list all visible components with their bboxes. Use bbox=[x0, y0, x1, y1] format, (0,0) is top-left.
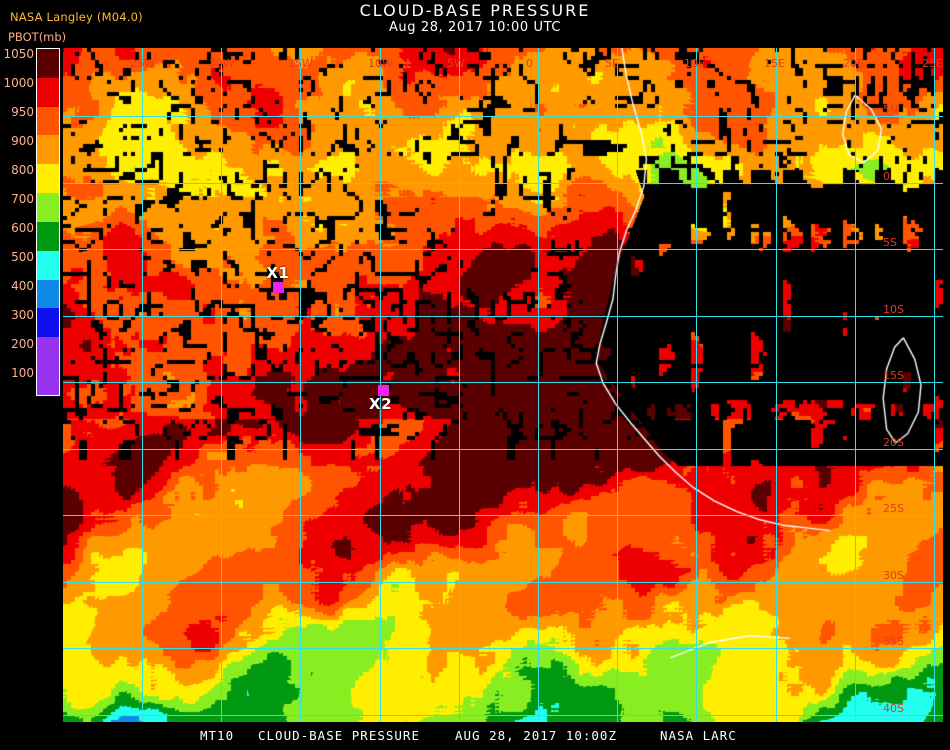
colorbar-tick-300: 300 bbox=[11, 308, 34, 322]
colorbar-band-400 bbox=[37, 279, 59, 309]
colorbar-band-1000 bbox=[37, 77, 59, 107]
colorbar-band-900 bbox=[37, 135, 59, 165]
colorbar-tick-800: 800 bbox=[11, 163, 34, 177]
colorbar-tick-labels: 1050 1000 950 900 800 700 600 500 400 300 200 100 bbox=[0, 40, 34, 404]
colorbar-tick-600: 600 bbox=[11, 221, 34, 235]
colorbar bbox=[36, 48, 60, 396]
colorbar-band-800 bbox=[37, 164, 59, 194]
colorbar-tick-1050: 1050 bbox=[3, 47, 34, 61]
footer-source: NASA LARC bbox=[660, 728, 737, 743]
colorbar-band-600 bbox=[37, 221, 59, 251]
colorbar-tick-500: 500 bbox=[11, 250, 34, 264]
colorbar-tick-400: 400 bbox=[11, 279, 34, 293]
footer-product-name: CLOUD-BASE PRESSURE bbox=[258, 728, 420, 743]
colorbar-band-700 bbox=[37, 193, 59, 222]
colorbar-tick-900: 900 bbox=[11, 134, 34, 148]
colorbar-band-300 bbox=[37, 308, 59, 338]
colorbar-tick-950: 950 bbox=[11, 105, 34, 119]
agency-attribution: NASA Langley (M04.0) bbox=[10, 10, 143, 24]
coastline-overlay bbox=[63, 48, 943, 722]
footer-timestamp: AUG 28, 2017 10:00Z bbox=[455, 728, 617, 743]
colorbar-band-100 bbox=[37, 366, 59, 395]
colorbar-band-950 bbox=[37, 106, 59, 136]
colorbar-tick-200: 200 bbox=[11, 337, 34, 351]
footer-product-id: MT10 bbox=[200, 728, 235, 743]
colorbar-tick-1000: 1000 bbox=[3, 76, 34, 90]
colorbar-band-500 bbox=[37, 250, 59, 280]
footer-bar: MT10 CLOUD-BASE PRESSURE AUG 28, 2017 10… bbox=[0, 722, 950, 750]
colorbar-band-1050 bbox=[37, 49, 59, 78]
colorbar-tick-100: 100 bbox=[11, 366, 34, 380]
colorbar-band-200 bbox=[37, 337, 59, 367]
colorbar-tick-700: 700 bbox=[11, 192, 34, 206]
colorbar-title: PBOT(mb) bbox=[8, 30, 67, 44]
map-viewport[interactable]: 25W 20W 15W 10W 5W 0 5E 10E 15E 20E 25E 5N 0 5S 10S 15S… bbox=[63, 48, 943, 722]
